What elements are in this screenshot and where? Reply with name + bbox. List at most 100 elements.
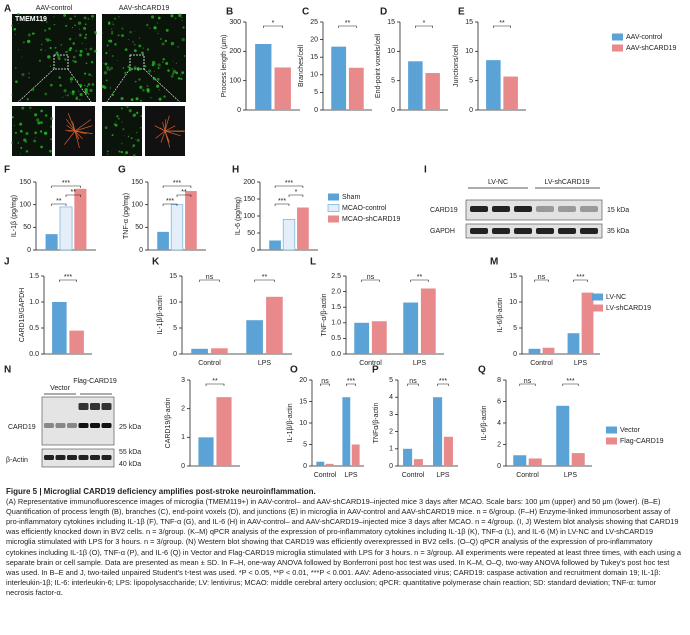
texture — [69, 17, 72, 21]
texture — [102, 62, 104, 64]
texture — [156, 22, 159, 24]
y-tick-label: 10 — [299, 420, 307, 427]
texture — [94, 30, 97, 34]
y-tick-label: 150 — [243, 196, 255, 203]
texture — [57, 54, 61, 58]
texture — [140, 115, 143, 117]
texture — [175, 71, 179, 75]
texture — [19, 122, 23, 126]
texture — [163, 95, 166, 98]
y-tick-label: 2.0 — [331, 288, 341, 295]
lane-group: LV-shCARD19 — [544, 179, 589, 186]
x-tick-label: Control — [314, 472, 337, 479]
texture — [155, 130, 166, 139]
x-tick-label: LPS — [344, 472, 358, 479]
texture — [43, 131, 48, 135]
y-tick-label: 5 — [389, 377, 393, 384]
bar — [297, 207, 309, 250]
bar — [170, 204, 184, 251]
texture — [69, 46, 73, 50]
x-tick-label: LPS — [574, 360, 588, 367]
legend-label: Vector — [620, 427, 641, 434]
texture — [21, 106, 25, 110]
texture — [85, 48, 87, 50]
y-tick-label: 1 — [181, 434, 185, 441]
texture — [69, 77, 73, 80]
bar — [325, 463, 334, 466]
texture — [117, 117, 120, 120]
texture — [74, 130, 80, 140]
blot-band — [492, 206, 510, 212]
caption-title: Figure 5 | — [6, 487, 42, 496]
texture — [90, 74, 93, 77]
texture — [113, 123, 117, 126]
significance-label: * — [423, 20, 426, 27]
texture — [122, 67, 125, 69]
legend-label: MCAO-control — [342, 205, 387, 212]
texture — [17, 12, 20, 16]
y-axis-label: IL-6/β-actin — [497, 297, 504, 332]
texture — [34, 131, 37, 135]
texture — [124, 48, 128, 52]
texture — [50, 117, 54, 121]
significance-label: ns — [538, 274, 546, 281]
y-tick-label: 10 — [310, 72, 318, 79]
stain-label: TMEM119 — [15, 16, 47, 23]
bar — [433, 397, 443, 466]
texture — [136, 67, 140, 71]
texture — [76, 80, 79, 83]
panel-letter: C — [302, 7, 309, 18]
texture — [177, 46, 180, 48]
texture — [50, 138, 53, 141]
texture — [165, 62, 169, 65]
texture — [153, 62, 156, 65]
bar — [282, 219, 296, 251]
texture — [44, 50, 46, 52]
significance-bracket — [162, 185, 192, 188]
panel-letter: P — [372, 365, 379, 376]
legend-swatch — [606, 426, 617, 434]
texture — [21, 56, 23, 58]
texture — [74, 130, 87, 135]
y-tick-label: 300 — [229, 19, 241, 26]
texture — [13, 27, 17, 31]
texture — [141, 51, 144, 55]
x-tick-label: Control — [516, 472, 539, 479]
texture — [60, 44, 63, 46]
y-tick-label: 0 — [251, 247, 255, 254]
texture — [83, 16, 87, 20]
texture — [63, 13, 67, 17]
texture — [91, 18, 93, 20]
texture — [165, 28, 169, 32]
texture — [40, 145, 43, 149]
texture — [13, 125, 15, 127]
bar — [528, 348, 541, 354]
texture — [75, 37, 77, 39]
texture — [63, 89, 67, 93]
texture — [20, 146, 23, 149]
texture — [11, 116, 14, 119]
bar — [408, 61, 423, 110]
texture — [105, 51, 108, 55]
blot-band — [558, 206, 576, 212]
texture — [45, 38, 47, 40]
texture — [138, 44, 142, 48]
texture — [133, 66, 137, 70]
texture — [116, 115, 119, 118]
texture — [84, 84, 86, 87]
bar — [255, 44, 272, 110]
significance-bracket — [176, 194, 192, 197]
bar — [59, 206, 73, 251]
texture — [139, 99, 142, 102]
texture — [89, 47, 93, 51]
texture — [67, 113, 76, 132]
texture — [150, 96, 152, 99]
lane-group: LV-NC — [488, 179, 508, 186]
texture — [162, 61, 164, 63]
texture — [74, 24, 76, 27]
texture — [134, 30, 136, 32]
y-tick-label: 3 — [181, 377, 185, 384]
texture — [170, 74, 174, 78]
blot-band — [492, 228, 510, 234]
bar — [403, 302, 419, 354]
